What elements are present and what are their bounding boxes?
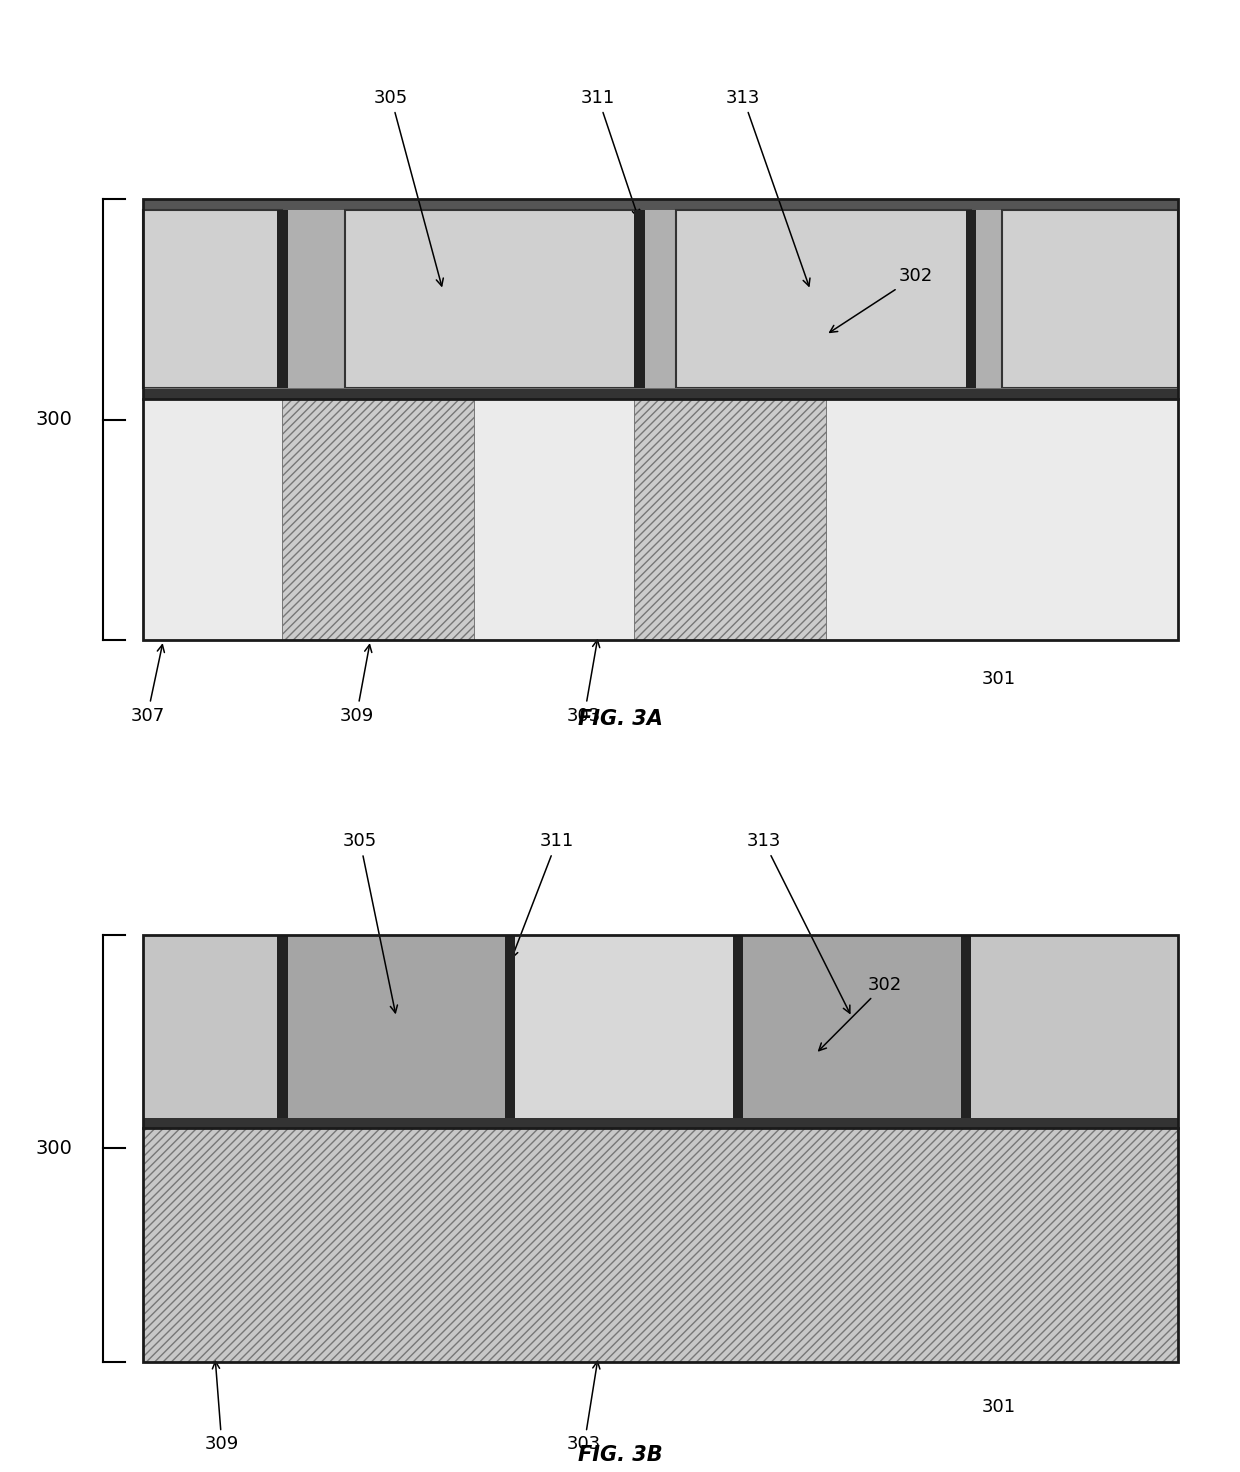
Text: 311: 311 — [511, 832, 574, 958]
Bar — [961, 935, 971, 1117]
Text: 313: 313 — [725, 88, 810, 286]
Bar — [635, 399, 826, 640]
Text: 300: 300 — [35, 1139, 72, 1157]
Text: FIG. 3B: FIG. 3B — [578, 1444, 662, 1465]
Bar — [143, 399, 283, 640]
Bar — [143, 389, 1178, 399]
Bar — [738, 935, 966, 1117]
Bar — [345, 210, 640, 389]
Text: 303: 303 — [567, 1362, 601, 1453]
Bar — [966, 210, 976, 389]
Text: 311: 311 — [582, 88, 640, 218]
Bar — [143, 399, 1178, 640]
Text: 303: 303 — [567, 640, 601, 724]
Text: 305: 305 — [343, 832, 398, 1013]
Bar — [143, 199, 1178, 389]
Bar — [283, 935, 510, 1117]
Bar — [283, 399, 474, 640]
Bar — [278, 935, 288, 1117]
Text: 300: 300 — [35, 411, 72, 428]
Bar — [143, 199, 1178, 640]
Bar — [143, 935, 1178, 1362]
Text: 307: 307 — [130, 645, 165, 724]
Text: 302: 302 — [830, 268, 932, 333]
Bar — [143, 210, 283, 389]
Bar — [676, 210, 971, 389]
Bar — [966, 935, 1178, 1117]
Bar — [510, 935, 738, 1117]
Text: 309: 309 — [340, 645, 373, 724]
Bar — [474, 399, 635, 640]
Bar — [143, 1117, 1178, 1129]
Bar — [143, 1129, 1178, 1362]
Text: 301: 301 — [981, 670, 1016, 687]
Text: 302: 302 — [818, 976, 901, 1051]
Bar — [826, 399, 1002, 640]
Bar — [278, 210, 288, 389]
Text: 301: 301 — [981, 1398, 1016, 1416]
Bar — [1002, 210, 1178, 389]
Bar — [143, 935, 283, 1117]
Bar — [733, 935, 743, 1117]
Text: 313: 313 — [746, 832, 849, 1013]
Text: 309: 309 — [205, 1362, 239, 1453]
Bar — [635, 210, 645, 389]
Bar — [1002, 399, 1178, 640]
Bar — [143, 199, 1178, 210]
Text: 305: 305 — [374, 88, 444, 286]
Bar — [505, 935, 516, 1117]
Text: FIG. 3A: FIG. 3A — [578, 708, 662, 729]
